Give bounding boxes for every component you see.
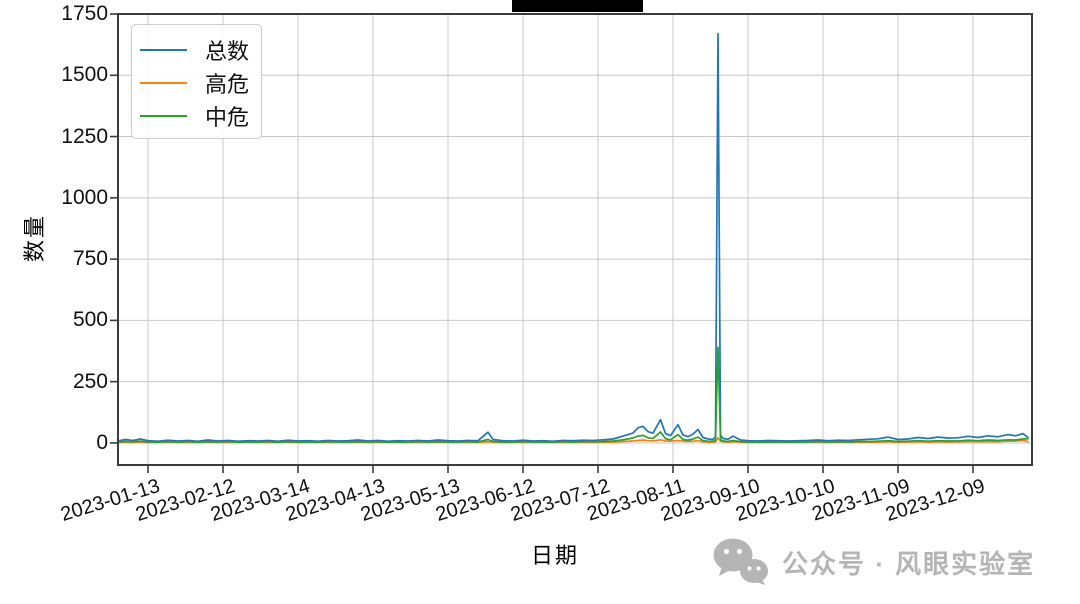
legend-label: 中危 [205, 104, 250, 130]
watermark-text: 公众号 · 风眼实验室 [782, 548, 1036, 579]
legend-label: 高危 [205, 71, 250, 97]
tick-marks [110, 13, 974, 473]
grid-lines [118, 13, 1032, 465]
y-tick-label: 500 [72, 308, 108, 332]
legend-item: 总数 [132, 33, 261, 66]
legend-item: 中危 [132, 99, 261, 132]
y-tick-label: 1500 [61, 63, 108, 87]
legend-swatch-line [140, 114, 187, 117]
y-tick-label: 1750 [61, 2, 108, 25]
legend-item: 高危 [132, 66, 261, 99]
legend-swatch-line [140, 81, 187, 84]
plot-border [117, 13, 1033, 466]
y-tick-label: 1250 [61, 124, 108, 148]
y-tick-label: 1000 [61, 185, 108, 209]
y-tick-label: 250 [72, 369, 108, 393]
x-axis-label: 日期 [530, 543, 580, 568]
y-tick-label: 750 [72, 247, 108, 271]
plot-area [110, 13, 1033, 473]
legend-label: 总数 [205, 38, 250, 64]
y-tick-label: 0 [96, 430, 108, 454]
wechat-icon [713, 538, 768, 585]
redacted-title-bar [512, 0, 643, 12]
watermark: 公众号 · 风眼实验室 [712, 538, 1035, 586]
legend-swatch-line [140, 48, 187, 51]
series-line-0 [117, 32, 1029, 443]
legend: 总数 高危 中危 [131, 24, 262, 139]
series-line-2 [117, 346, 1029, 444]
